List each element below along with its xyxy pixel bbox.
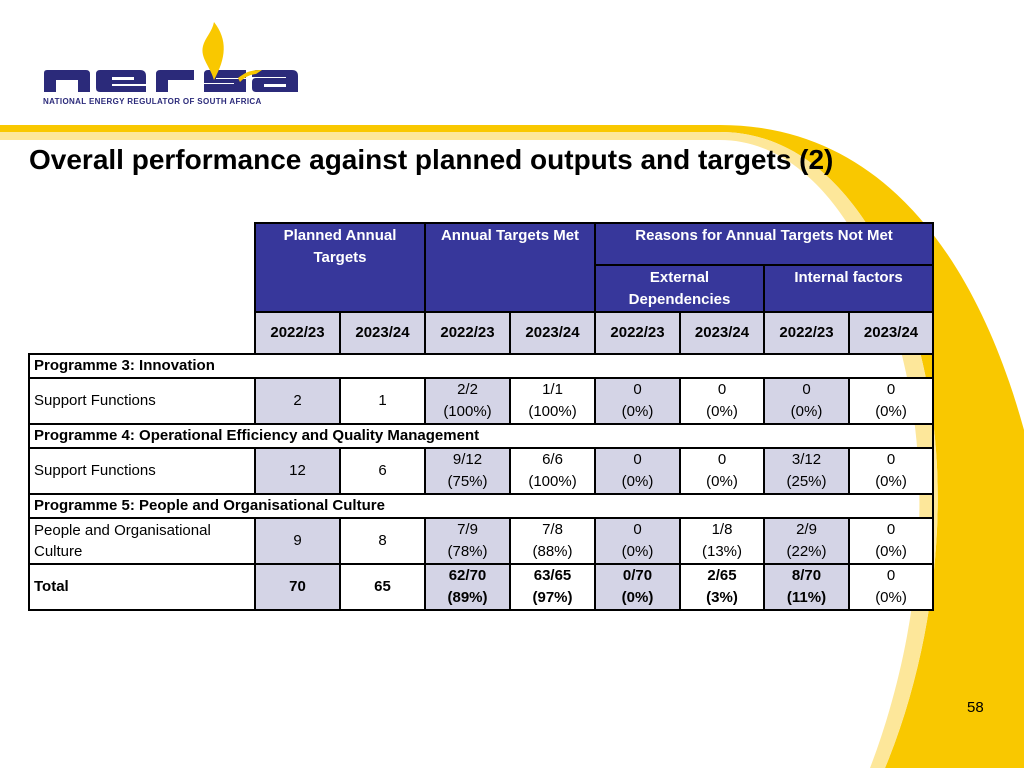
header-reasons-not-met: Reasons for Annual Targets Not Met (594, 222, 935, 266)
performance-table: Planned Annual Targets Annual Targets Me… (27, 222, 935, 611)
met-cell: 1/1 (100%) (508, 377, 597, 425)
met-cell: 6/6 (100%) (508, 447, 597, 495)
total-met-cell: 62/70 (89%) (424, 563, 511, 611)
programme-heading: Programme 3: Innovation (27, 353, 935, 379)
header-planned-annual-targets: Planned Annual Targets (254, 222, 426, 313)
year-header: 2023/24 (339, 311, 426, 355)
planned-cell: 6 (339, 447, 426, 495)
header-blank-cell (29, 223, 255, 312)
table-row: Support Functions 2 1 2/2 (100%) 1/1 (100%… (28, 377, 935, 425)
external-cell: 1/8 (13%) (679, 517, 766, 565)
external-cell: 0 (0%) (679, 447, 766, 495)
flame-icon (202, 22, 224, 80)
total-internal-cell: 8/70 (11%) (763, 563, 851, 611)
year-header: 2022/23 (424, 311, 511, 355)
internal-cell: 0 (0%) (848, 447, 935, 495)
total-met-cell: 63/65 (97%) (508, 563, 597, 611)
programme-heading: Programme 4: Operational Efficiency and … (27, 423, 935, 449)
planned-cell: 12 (254, 447, 341, 495)
met-cell: 7/8 (88%) (508, 517, 597, 565)
external-cell: 0 (0%) (594, 377, 682, 425)
planned-cell: 8 (339, 517, 426, 565)
total-row: Total 70 65 62/70 (89%) 63/65 (97%) 0/70 (0… (28, 563, 935, 611)
internal-cell: 3/12 (25%) (763, 447, 851, 495)
met-cell: 2/2 (100%) (424, 377, 511, 425)
external-cell: 0 (0%) (679, 377, 766, 425)
row-label: People and Organisational Culture (28, 517, 256, 565)
row-label: Support Functions (28, 447, 256, 495)
page-title: Overall performance against planned outp… (29, 144, 834, 175)
external-cell: 0 (0%) (594, 517, 682, 565)
year-header: 2023/24 (508, 311, 597, 355)
header-internal-factors: Internal factors (763, 264, 935, 313)
met-cell: 9/12 (75%) (424, 447, 511, 495)
year-header: 2022/23 (763, 311, 851, 355)
yellow-band-shadow (0, 132, 938, 768)
planned-cell: 9 (254, 517, 341, 565)
internal-cell: 2/9 (22%) (763, 517, 851, 565)
table-row: Support Functions 12 6 9/12 (75%) 6/6 (100… (28, 447, 935, 495)
header-annual-targets-met: Annual Targets Met (423, 222, 597, 313)
planned-cell: 2 (254, 377, 341, 425)
total-external-cell: 2/65 (3%) (679, 563, 766, 611)
met-cell: 7/9 (78%) (424, 517, 511, 565)
table-row: People and Organisational Culture 9 8 7/… (28, 517, 935, 565)
header-external-dependencies: External Dependencies (594, 264, 766, 313)
total-internal-cell: 0 (0%) (848, 563, 935, 611)
year-header: 2023/24 (848, 311, 935, 355)
programme-heading: Programme 5: People and Organisational C… (27, 493, 935, 519)
total-label: Total (28, 563, 256, 611)
logo-tagline: NATIONAL ENERGY REGULATOR OF SOUTH AFRIC… (43, 97, 262, 106)
flame-accent (238, 70, 262, 82)
internal-cell: 0 (0%) (848, 517, 935, 565)
total-planned-cell: 65 (339, 563, 426, 611)
internal-cell: 0 (0%) (848, 377, 935, 425)
nersa-logo (44, 70, 298, 92)
year-header: 2022/23 (594, 311, 682, 355)
page-number: 58 (967, 699, 984, 716)
internal-cell: 0 (0%) (763, 377, 851, 425)
planned-cell: 1 (339, 377, 426, 425)
total-planned-cell: 70 (254, 563, 341, 611)
year-blank-cell (29, 312, 255, 354)
year-header: 2022/23 (254, 311, 341, 355)
yellow-swoosh (0, 125, 1024, 768)
year-header: 2023/24 (679, 311, 766, 355)
row-label: Support Functions (28, 377, 256, 425)
external-cell: 0 (0%) (594, 447, 682, 495)
total-external-cell: 0/70 (0%) (594, 563, 682, 611)
